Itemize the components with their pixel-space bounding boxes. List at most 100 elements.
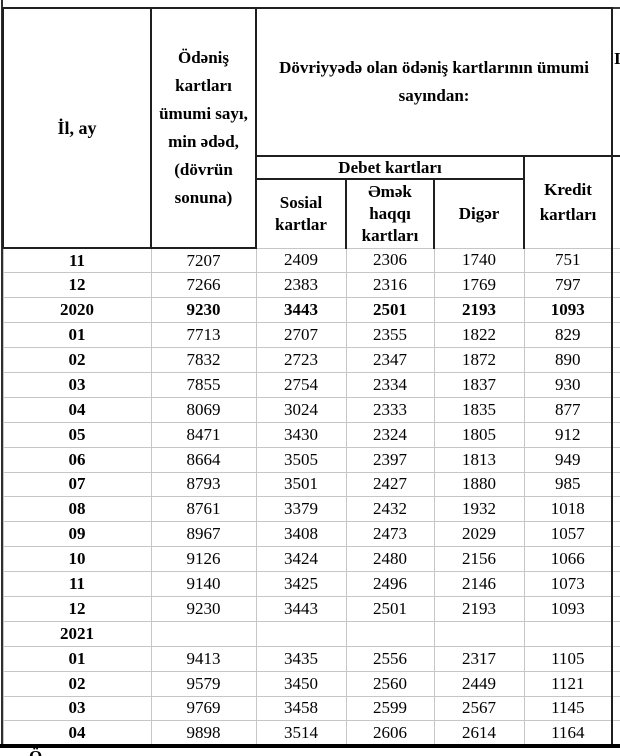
social-cell: 3458 <box>255 695 347 722</box>
credit-cell: 1057 <box>523 521 613 548</box>
total-cell: 7855 <box>150 371 257 398</box>
cut-column-cell <box>611 546 620 573</box>
other-cell: 2567 <box>433 695 525 722</box>
header-period-cell: İl, ay <box>2 7 152 249</box>
salary-cell: 2501 <box>345 595 435 622</box>
total-cell: 8069 <box>150 396 257 423</box>
period-cell: 09 <box>2 521 152 548</box>
social-cell: 3514 <box>255 720 347 747</box>
credit-cell: 1018 <box>523 496 613 523</box>
credit-cell: 912 <box>523 421 613 448</box>
other-cell: 2029 <box>433 521 525 548</box>
salary-cell: 2347 <box>345 347 435 373</box>
table-row: 12 9230 3443 2501 2193 1093 <box>2 595 620 622</box>
salary-cell: 2427 <box>345 471 435 498</box>
salary-cell: 2480 <box>345 546 435 573</box>
total-cell: 9230 <box>150 595 257 622</box>
cut-column-cell <box>611 595 620 622</box>
total-cell: 7713 <box>150 322 257 349</box>
cut-column-cell <box>611 446 620 473</box>
credit-cell: 1145 <box>523 695 613 722</box>
table-row: 04 9898 3514 2606 2614 1164 <box>2 720 620 747</box>
header-salary-cards-cell: Əmək haqqı kartları <box>345 178 435 249</box>
table-row: 02 7832 2723 2347 1872 890 <box>2 347 620 373</box>
other-cell: 1837 <box>433 371 525 398</box>
other-cell: 1822 <box>433 322 525 349</box>
cut-column-cell <box>611 396 620 423</box>
social-cell: 3505 <box>255 446 347 473</box>
credit-cell: 1093 <box>523 297 613 324</box>
credit-cell: 1121 <box>523 670 613 697</box>
period-cell: 01 <box>2 645 152 672</box>
header-debit-cards-cell: Debet kartları <box>255 155 525 180</box>
credit-cell: 751 <box>523 247 613 274</box>
footnote-fragment: Ö <box>29 747 42 756</box>
social-cell: 2383 <box>255 272 347 299</box>
social-cell: 3450 <box>255 670 347 697</box>
total-cell: 9126 <box>150 546 257 573</box>
table-row: 08 8761 3379 2432 1932 1018 <box>2 496 620 523</box>
header-cut-column-lower-cell <box>611 155 620 249</box>
cut-column-cell <box>611 272 620 299</box>
table-row: 11 7207 2409 2306 1740 751 <box>2 247 620 274</box>
table-row: 10 9126 3424 2480 2156 1066 <box>2 546 620 573</box>
table-row: 01 7713 2707 2355 1822 829 <box>2 322 620 349</box>
header-total-cards-cell: Ödəniş kartları ümumi sayı, min ədəd, (d… <box>150 7 257 249</box>
other-cell: 2193 <box>433 595 525 622</box>
credit-cell: 1105 <box>523 645 613 672</box>
credit-cell: 1073 <box>523 571 613 597</box>
table-bottom-border <box>0 744 620 748</box>
other-cell: 2156 <box>433 546 525 573</box>
other-cell: 2614 <box>433 720 525 747</box>
salary-cell: 2560 <box>345 670 435 697</box>
total-cell: 7266 <box>150 272 257 299</box>
other-cell <box>433 620 525 647</box>
cut-column-cell <box>611 421 620 448</box>
salary-cell: 2334 <box>345 371 435 398</box>
table-row: 11 9140 3425 2496 2146 1073 <box>2 571 620 597</box>
credit-cell: 877 <box>523 396 613 423</box>
total-cell: 8793 <box>150 471 257 498</box>
table-row: 03 9769 3458 2599 2567 1145 <box>2 695 620 722</box>
cut-column-cell <box>611 521 620 548</box>
table-row: 03 7855 2754 2334 1837 930 <box>2 371 620 398</box>
total-cell: 9230 <box>150 297 257 324</box>
social-cell: 2707 <box>255 322 347 349</box>
period-cell: 03 <box>2 371 152 398</box>
social-cell <box>255 620 347 647</box>
total-cell <box>150 620 257 647</box>
salary-cell <box>345 620 435 647</box>
cut-column-letter-fragment: I <box>614 49 620 68</box>
header-credit-cards-cell: Kredit kartları <box>522 155 614 249</box>
table-row: 05 8471 3430 2324 1805 912 <box>2 421 620 448</box>
credit-cell: 985 <box>523 471 613 498</box>
cut-column-cell <box>611 695 620 722</box>
cut-column-cell <box>611 571 620 597</box>
social-cell: 2754 <box>255 371 347 398</box>
table-row: 09 8967 3408 2473 2029 1057 <box>2 521 620 548</box>
cut-column-cell <box>611 322 620 349</box>
credit-cell: 797 <box>523 272 613 299</box>
salary-cell: 2397 <box>345 446 435 473</box>
table-row: 01 9413 3435 2556 2317 1105 <box>2 645 620 672</box>
credit-cell: 1093 <box>523 595 613 622</box>
other-cell: 1769 <box>433 272 525 299</box>
salary-cell: 2606 <box>345 720 435 747</box>
period-cell: 2021 <box>2 620 152 647</box>
credit-cell: 890 <box>523 347 613 373</box>
cut-column-cell <box>611 297 620 324</box>
period-cell: 12 <box>2 272 152 299</box>
credit-cell: 949 <box>523 446 613 473</box>
cut-column-cell <box>611 720 620 747</box>
period-cell: 05 <box>2 421 152 448</box>
table-row: 02 9579 3450 2560 2449 1121 <box>2 670 620 697</box>
period-cell: 03 <box>2 695 152 722</box>
social-cell: 3024 <box>255 396 347 423</box>
period-cell: 12 <box>2 595 152 622</box>
social-cell: 3435 <box>255 645 347 672</box>
total-cell: 9579 <box>150 670 257 697</box>
table-row: 2020 9230 3443 2501 2193 1093 <box>2 297 620 324</box>
salary-cell: 2333 <box>345 396 435 423</box>
period-cell: 02 <box>2 347 152 373</box>
table-row: 12 7266 2383 2316 1769 797 <box>2 272 620 299</box>
